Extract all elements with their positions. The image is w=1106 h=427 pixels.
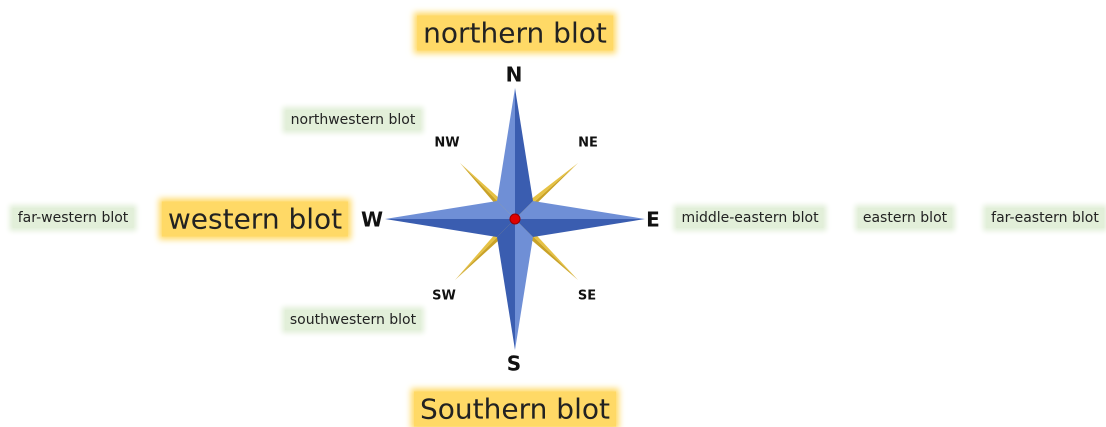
direction-label: S [507,352,521,376]
blot-label: northwestern blot [286,110,421,130]
center-dot [510,214,520,224]
blot-label: Southern blot [414,392,616,427]
direction-label: N [506,63,523,87]
direction-label: SW [432,289,456,304]
blot-label: middle-eastern blot [676,208,823,228]
blot-label: eastern blot [858,208,952,228]
direction-label: NW [434,136,459,151]
page: {"compass": {"n": "N", "s": "S", "e": "E… [0,0,1106,424]
direction-label: SE [578,289,596,304]
direction-label: W [361,208,383,232]
blot-label: far-western blot [13,208,134,228]
blot-label: southwestern blot [285,310,421,330]
blot-label: far-eastern blot [986,208,1104,228]
direction-label: E [646,208,660,232]
direction-label: NE [578,136,598,151]
blot-label: western blot [162,202,348,237]
blot-label: northern blot [417,16,613,51]
